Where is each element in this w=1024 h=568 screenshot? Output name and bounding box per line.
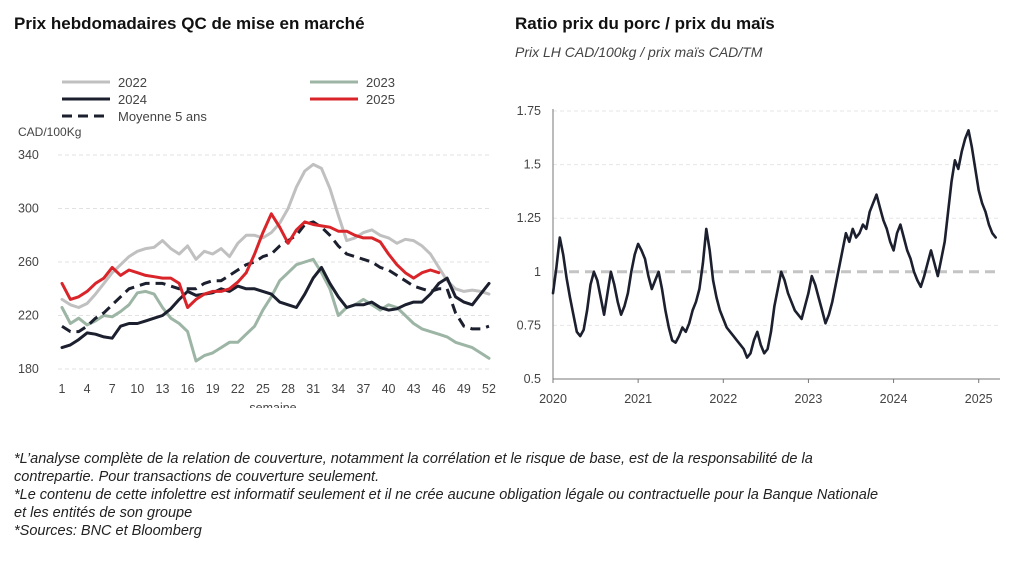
left-y-axis-label: CAD/100Kg	[18, 125, 81, 139]
right-x-tick-label: 2022	[709, 392, 737, 406]
left-chart-title: Prix hebdomadaires QC de mise en marché	[14, 14, 365, 33]
series-line-2022	[60, 162, 491, 309]
left-x-tick-label: 31	[306, 382, 320, 396]
legend-label: 2022	[118, 75, 147, 90]
left-x-tick-label: 46	[432, 382, 446, 396]
left-x-tick-label: 28	[281, 382, 295, 396]
footnote-hedging: *L’analyse complète de la relation de co…	[14, 451, 813, 485]
right-chart-subtitle: Prix LH CAD/100kg / prix maïs CAD/TM	[515, 44, 763, 60]
left-x-tick-label: 52	[482, 382, 496, 396]
right-y-tick-label: 1.75	[517, 104, 541, 118]
left-x-tick-label: 4	[84, 382, 91, 396]
left-x-tick-label: 43	[407, 382, 421, 396]
series-line-moyenne-5-ans	[61, 220, 490, 334]
left-x-tick-label: 10	[130, 382, 144, 396]
left-x-axis-label: semaine	[249, 401, 296, 408]
series-line-2024	[60, 265, 491, 350]
series-line-ratio	[551, 129, 997, 359]
left-y-tick-label: 220	[18, 309, 39, 323]
left-x-tick-label: 19	[206, 382, 220, 396]
left-x-tick-label: 40	[382, 382, 396, 396]
legend-label: 2024	[118, 92, 147, 107]
left-y-tick-label: 260	[18, 255, 39, 269]
right-y-tick-label: 1	[534, 265, 541, 279]
legend-label: Moyenne 5 ans	[118, 109, 207, 124]
left-x-tick-label: 49	[457, 382, 471, 396]
right-chart-title: Ratio prix du porc / prix du maïs	[515, 14, 775, 33]
left-x-tick-label: 37	[356, 382, 370, 396]
footnotes: *L’analyse complète de la relation de co…	[14, 450, 894, 540]
legend-label: 2025	[366, 92, 395, 107]
left-y-tick-label: 340	[18, 148, 39, 162]
left-x-tick-label: 22	[231, 382, 245, 396]
right-chart: 0.5 0.75 1 1.25 1.5 1.75 2020 2021 2022 2023 2024…	[517, 104, 1000, 406]
series-line-2025	[60, 212, 441, 309]
right-y-tick-label: 1.5	[524, 158, 541, 172]
right-x-tick-label: 2024	[880, 392, 908, 406]
right-x-tick-label: 2021	[624, 392, 652, 406]
left-x-tick-label: 25	[256, 382, 270, 396]
right-y-tick-label: 0.75	[517, 318, 541, 332]
left-x-tick-label: 34	[331, 382, 345, 396]
left-x-tick-label: 7	[109, 382, 116, 396]
legend-label: 2023	[366, 75, 395, 90]
right-y-tick-label: 1.25	[517, 211, 541, 225]
footnote-legal: *Le contenu de cette infolettre est info…	[14, 487, 879, 521]
left-y-tick-label: 300	[18, 202, 39, 216]
series-line-2023	[60, 257, 491, 363]
right-x-tick-label: 2023	[795, 392, 823, 406]
left-y-tick-label: 180	[18, 362, 39, 376]
left-x-tick-label: 16	[181, 382, 195, 396]
left-x-tick-label: 13	[156, 382, 170, 396]
footnote-sources: *Sources: BNC et Bloomberg	[14, 523, 202, 539]
right-x-tick-label: 2020	[539, 392, 567, 406]
left-legend: 2022 2023 2024 2025 Moyenne 5 ans	[62, 75, 395, 124]
right-y-tick-label: 0.5	[524, 372, 541, 386]
left-x-tick-label: 1	[59, 382, 66, 396]
right-x-tick-label: 2025	[965, 392, 993, 406]
